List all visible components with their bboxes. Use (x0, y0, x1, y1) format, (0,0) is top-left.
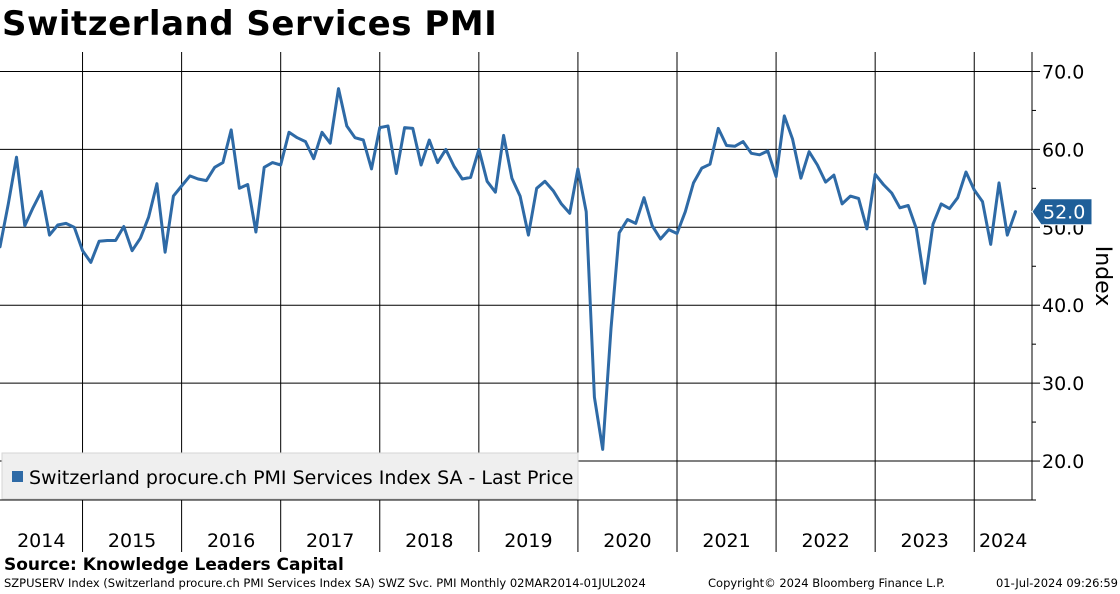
y-tick-label: 70.0 (1042, 61, 1084, 83)
footer-timestamp: 01-Jul-2024 09:26:59 (995, 576, 1118, 590)
chart-title: Switzerland Services PMI (2, 4, 498, 44)
legend-box (1, 452, 579, 500)
source-note: Source: Knowledge Leaders Capital (4, 555, 344, 575)
x-tick-label: 2024 (979, 530, 1027, 552)
y-axis: 20.030.040.050.060.070.0 (1031, 52, 1084, 501)
footer-copyright: Copyright© 2024 Bloomberg Finance L.P. (708, 576, 945, 590)
x-tick-label: 2020 (603, 530, 651, 552)
y-tick-label: 20.0 (1042, 451, 1084, 473)
x-tick-label: 2015 (108, 530, 156, 552)
x-tick-label: 2017 (306, 530, 354, 552)
x-axis: 2014 2015 2016 2017 2018 2019 2020 2021 2022 2023… (0, 499, 1032, 552)
y-tick-label: 30.0 (1042, 373, 1084, 395)
footer-description: SZPUSERV Index (Switzerland procure.ch P… (4, 576, 646, 590)
x-tick-label: 2021 (702, 530, 750, 552)
x-tick-label: 2014 (17, 530, 65, 552)
x-tick-label: 2023 (901, 530, 949, 552)
y-tick-label: 40.0 (1042, 295, 1084, 317)
x-tick-label: 2018 (405, 530, 453, 552)
x-tick-label: 2019 (504, 530, 552, 552)
x-tick-label: 2022 (801, 530, 849, 552)
legend-label: Switzerland procure.ch PMI Services Inde… (29, 467, 573, 489)
series-line (0, 87, 1017, 451)
last-price-tag-shape (1031, 198, 1093, 226)
last-price-tag: 52.0 (1031, 198, 1093, 226)
x-tick-label: 2016 (207, 530, 255, 552)
y-axis-label: Index (1090, 246, 1115, 307)
y-tick-label: 60.0 (1042, 139, 1084, 161)
legend-swatch (12, 471, 23, 482)
last-price-value: 52.0 (1043, 202, 1085, 224)
legend: Switzerland procure.ch PMI Services Inde… (1, 452, 579, 500)
